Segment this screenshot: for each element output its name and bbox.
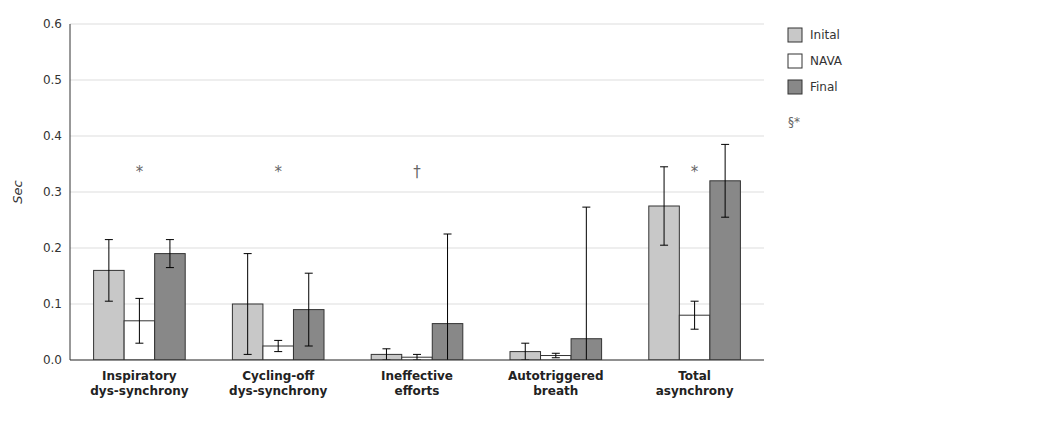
grid-line [70,80,764,81]
x-tick-label: Autotriggeredbreath [508,369,604,398]
legend-swatch [788,80,802,94]
y-axis [70,24,71,360]
error-bar [721,144,729,217]
error-bar [582,207,590,360]
error-bar [444,234,452,360]
error-bar [305,273,313,346]
error-bar [413,354,421,360]
y-tick-label: 0.6 [43,17,62,31]
legend-label: NAVA [810,54,843,68]
legend-note: §* [788,115,800,129]
error-bar [521,343,529,360]
bars [94,144,741,360]
error-bar [244,254,252,355]
error-bar [691,301,699,329]
grid-line [70,360,764,361]
bar [155,254,186,360]
x-tick-label: Totalasynchrony [656,369,734,398]
y-tick-label: 0.4 [43,129,62,143]
y-tick-label: 0.1 [43,297,62,311]
x-tick-label: Cycling-offdys-synchrony [229,369,327,398]
significance-marker: † [413,163,421,181]
x-tick-label: Ineffectiveefforts [381,369,453,398]
significance-marker: * [136,163,144,181]
grid-line [70,24,764,25]
error-bar [382,349,390,360]
y-axis-label: Sec [10,180,25,203]
x-tick-label: Inspiratorydys-synchrony [90,369,188,398]
legend-label: Final [810,80,838,94]
error-bar [274,340,282,351]
y-tick-label: 0.2 [43,241,62,255]
significance-marker: * [274,163,282,181]
error-bar [105,240,113,302]
y-tick-label: 0.5 [43,73,62,87]
error-bar [135,298,143,343]
grid-line [70,192,764,193]
error-bar [552,353,560,357]
y-tick-label: 0.0 [43,353,62,367]
y-tick-label: 0.3 [43,185,62,199]
legend-label: Inital [810,28,840,42]
significance-marker: * [691,163,699,181]
x-axis [70,360,764,361]
legend-swatch [788,54,802,68]
error-bar [660,167,668,245]
legend: Inital NAVA Final [788,28,843,95]
legend-swatch [788,28,802,42]
chart: 0.0 0.1 0.2 0.3 0.4 0.5 0.6 Sec Inspiratorydys-s… [0,0,1054,422]
error-bar [166,240,174,268]
grid-line [70,136,764,137]
grid [70,24,764,360]
